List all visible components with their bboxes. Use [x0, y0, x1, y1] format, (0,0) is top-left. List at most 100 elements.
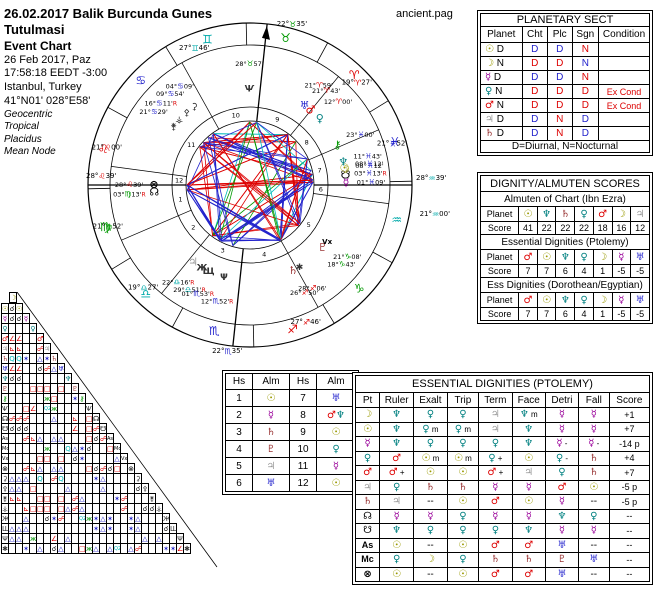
dignities-cell: ☽ [413, 552, 448, 568]
planet-label-mercury: 01°♓09' [357, 178, 386, 187]
aspect-line-sq [295, 141, 299, 226]
chart-setting-houses: Placidus [4, 133, 42, 145]
dignities-point: ☊ [354, 508, 381, 524]
dignities-cell: ♂ [478, 494, 513, 510]
house-number-3: 3 [221, 247, 225, 255]
planet-label-mars: 21°♈43' [312, 86, 341, 95]
almuten-planet: ☉ [536, 292, 557, 308]
almuten-score: 18 [592, 221, 613, 235]
dignities-cell: ♀ [478, 523, 513, 539]
planet-glyph: ☽ [598, 294, 608, 306]
dignity-modifier: - [562, 439, 568, 449]
aspect-grid-row-moon: ☽ [1, 292, 190, 303]
zodiac-sign-2: ♉ [280, 31, 291, 45]
planet-glyph: ♄ [589, 452, 599, 464]
house-number-7: 7 [317, 167, 321, 175]
planet-pt-sco2: Ψ [220, 273, 228, 283]
hsalm-house: 9 [289, 423, 317, 441]
dignities-cell: ☿ [511, 479, 546, 495]
aspect-line-opp [199, 146, 301, 224]
dignity-modifier: - [563, 453, 569, 463]
dignities-cell: ☿ [577, 421, 610, 437]
planet-glyph: ☿ [590, 409, 597, 421]
planet-glyph: ♀ [363, 452, 372, 464]
sect-sgn: D [571, 126, 600, 141]
dignities-cell: -- [577, 566, 610, 582]
hsalm-header: Alm [252, 373, 290, 390]
dignities-score: -5 p [608, 494, 651, 510]
planet-glyph: ♀ [392, 481, 401, 493]
almuten-planet: ☽ [592, 249, 613, 265]
dignities-score: -- [608, 523, 651, 539]
planet-label-pt-tau: 28°♉57' [235, 59, 264, 68]
dignities-header-Fall: Fall [577, 392, 610, 408]
planet-label-venus: 12°♈00' [324, 97, 353, 106]
planet-glyph: ♅ [331, 392, 341, 404]
chart-place: Istanbul, Turkey [4, 81, 82, 93]
planet-glyph: ☿ [618, 251, 625, 263]
chart-time: 17:58:18 EEDT -3:00 [4, 67, 108, 80]
dignities-score: -5 p [608, 479, 651, 495]
sect-planet: ♀ N [480, 84, 523, 99]
sect-header-Cht: Cht [521, 26, 548, 43]
hsalm-almuten: ☉ [316, 423, 356, 441]
planet-snode: ☋ [341, 169, 351, 182]
cusp-label-12: 21°♌00' [92, 143, 123, 152]
hsalm-house: 3 [225, 423, 253, 441]
sect-header-Sgn: Sgn [571, 26, 600, 43]
sect-condition [598, 70, 650, 85]
dignities-cell: ☉ [446, 465, 480, 481]
planet-glyph: ☉ [542, 294, 552, 306]
dignities-title: ESSENTIAL DIGNITIES (PTOLEMY) [355, 375, 650, 393]
aspect-line-tri [186, 134, 288, 186]
dignities-cell: ♀ [413, 436, 448, 452]
cusp-label-1: 28°♌39' [86, 172, 117, 181]
almuten-score: 6 [555, 307, 576, 321]
dignities-cell: ♆ [379, 407, 415, 423]
dignities-cell: ♀ [413, 523, 448, 539]
planet-glyph: ♄ [425, 481, 435, 493]
planet-glyph: ☉ [363, 423, 373, 435]
aspect-line-sq [186, 121, 250, 186]
planet-glyph: ♀ [459, 409, 467, 421]
dignities-score: +7 [608, 465, 651, 481]
almuten-planet: ☿ [611, 292, 632, 308]
aspect-line-opp [219, 134, 288, 241]
cusp-label-2: 21°♍52' [93, 222, 124, 231]
planet-glyph: ⊗ [363, 568, 372, 580]
planet-glyph: ☿ [590, 525, 597, 537]
planet-glyph: ♂ [392, 452, 402, 464]
planet-glyph: ☉ [458, 496, 468, 508]
planet-glyph: ♀ [426, 525, 435, 537]
planet-glyph: ☿ [525, 510, 532, 522]
planet-glyph: ☿ [525, 481, 532, 493]
planet-glyph: ♀ [454, 423, 463, 435]
planet-neptune: ♆ [338, 156, 348, 169]
house-number-11: 11 [187, 141, 195, 149]
dignities-score: -- [608, 508, 651, 524]
dignities-cell: ♃ [478, 421, 513, 437]
hsalm-house: 10 [289, 440, 317, 458]
dignities-cell: ♆ [544, 508, 579, 524]
dignities-cell: ☉ m [413, 450, 448, 466]
almuten-planet: ♅ [630, 249, 650, 265]
aspect-line-qx [219, 121, 251, 241]
almuten-score: 7 [518, 307, 538, 321]
almuten-planet: ☉ [536, 249, 557, 265]
almuten-planet: ♀ [574, 249, 594, 265]
aspect-grid-row-asc: As ☍ ⊾ △ △ △ □ ☌ ☍ As [1, 433, 190, 444]
hsalm-house: 12 [289, 474, 317, 492]
zodiac-sign-1: ♈ [349, 68, 360, 82]
sect-condition [598, 126, 650, 141]
planet-label-juno: 21°♋29' [139, 107, 168, 116]
almuten-planet-label: Planet [479, 206, 520, 222]
dignity-modifier: + [496, 468, 504, 478]
dignities-cell: ♆ [511, 523, 546, 539]
aspect-grid-row-pt-sco1: Щ △ △ △ ✶ △ ✶ ✶ △ ☌ Щ [1, 523, 190, 534]
dignities-cell: ☿ - [544, 436, 579, 452]
planet-glyph: ☿ [393, 510, 400, 522]
planet-glyph: ☿ [558, 409, 565, 421]
planet-glyph: ♀ [485, 86, 493, 97]
dignities-cell: ☉ [413, 465, 448, 481]
